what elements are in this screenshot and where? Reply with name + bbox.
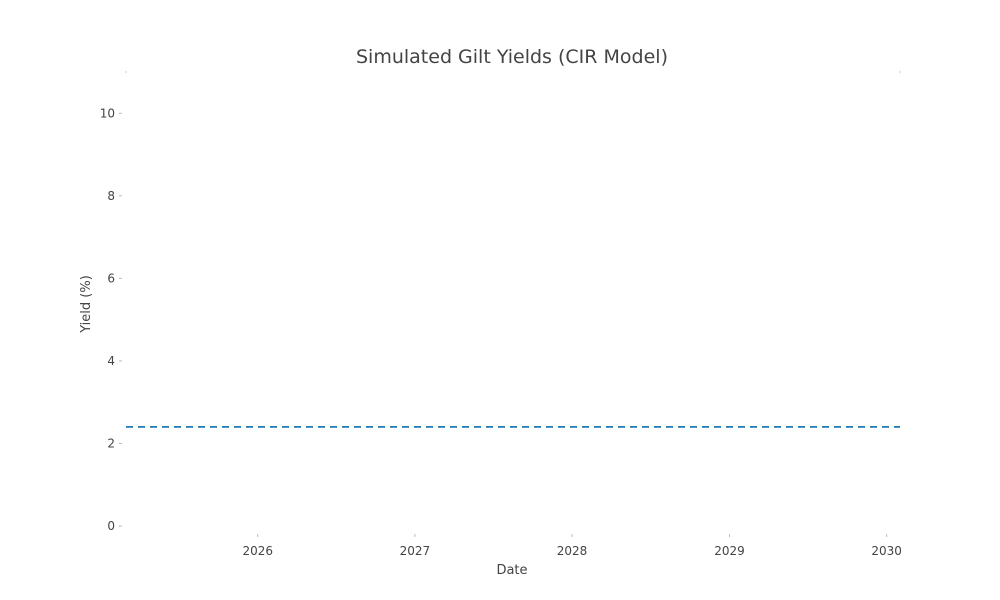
x-axis-ticks: 2026 2027 2028 2029 2030 xyxy=(242,534,902,558)
x-tick-label: 2030 xyxy=(871,544,902,558)
chart-title: Simulated Gilt Yields (CIR Model) xyxy=(356,46,668,68)
y-tick-label: 6 xyxy=(107,271,115,285)
x-tick-label: 2029 xyxy=(714,544,745,558)
plot-corner-marker xyxy=(125,71,127,73)
y-axis-label: Yield (%) xyxy=(79,275,94,334)
x-tick-label: 2028 xyxy=(557,544,588,558)
y-tick-label: 4 xyxy=(107,354,115,368)
y-tick-label: 2 xyxy=(107,436,115,450)
y-tick-label: 8 xyxy=(107,189,115,203)
y-tick-label: 0 xyxy=(107,519,115,533)
y-tick-label: 10 xyxy=(100,106,115,120)
x-tick-label: 2026 xyxy=(242,544,273,558)
x-tick-label: 2027 xyxy=(400,544,431,558)
y-axis-ticks: 0 2 4 6 8 10 xyxy=(100,106,122,533)
plot-corner-marker xyxy=(899,71,901,73)
x-axis-label: Date xyxy=(496,563,527,578)
